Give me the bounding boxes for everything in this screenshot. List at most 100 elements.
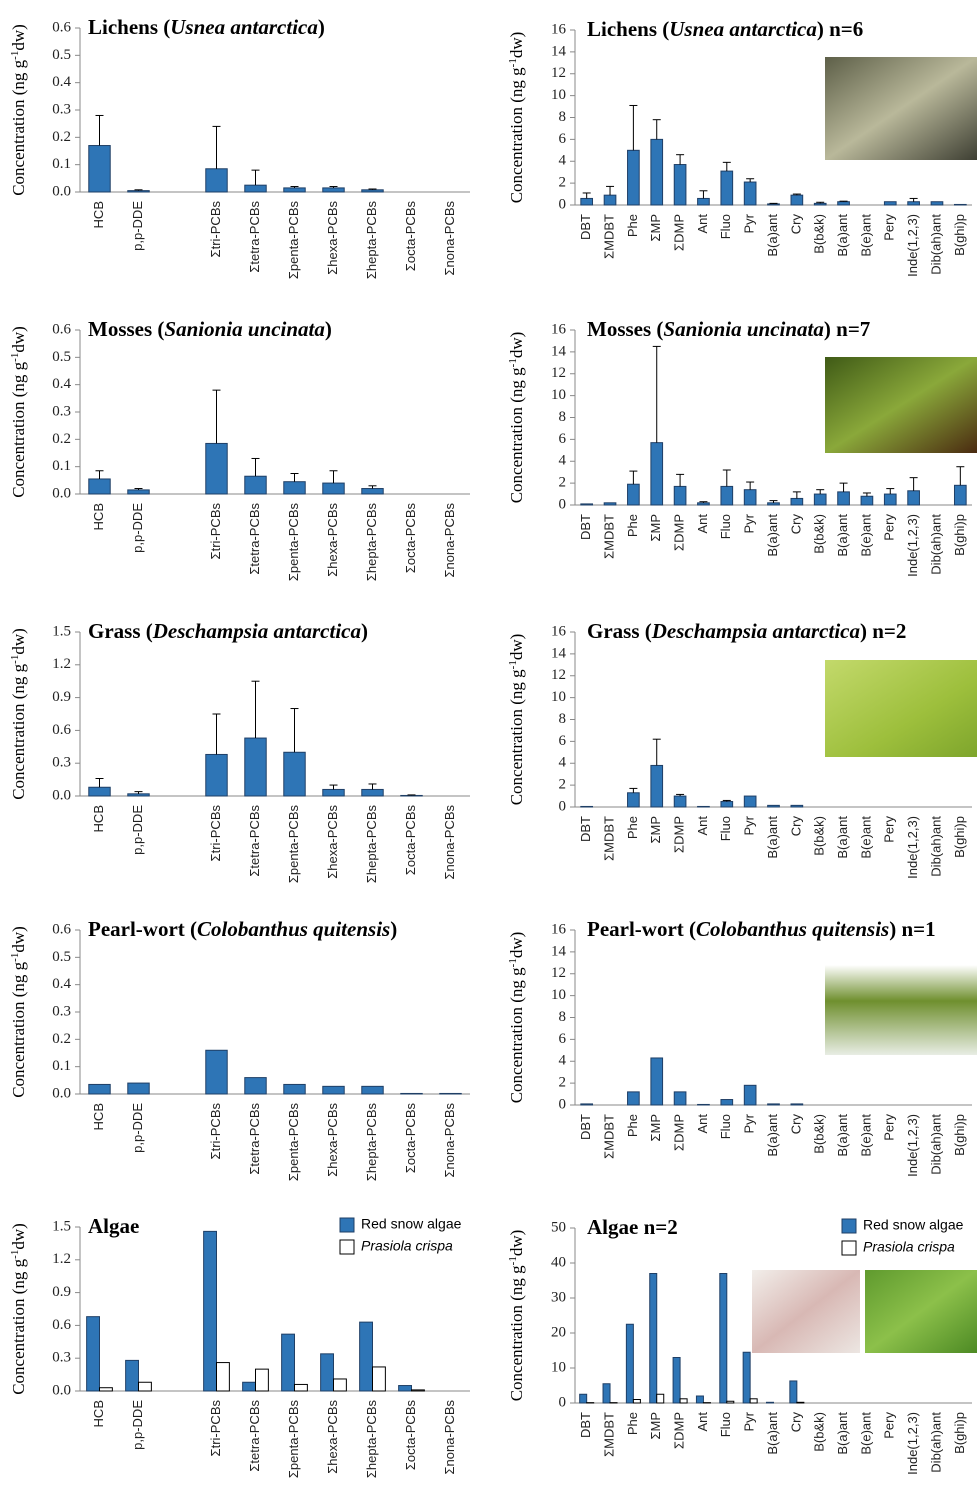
- x-tick-label: Fluo: [718, 1412, 733, 1437]
- y-tick-label: 8: [559, 1009, 567, 1025]
- bar: [628, 150, 640, 205]
- x-tick-label: ΣMDBT: [601, 816, 616, 861]
- x-tick-label: B(e)ant: [858, 816, 873, 859]
- chart-title-part: Colobanthus quitensis: [197, 917, 390, 941]
- y-tick-label: 0.2: [52, 431, 71, 447]
- y-axis-label-part: Concentration (ng g: [507, 367, 526, 503]
- y-axis-label-part: Concentration (ng g: [9, 961, 28, 1097]
- chart-title-part: Pearl-wort (: [88, 917, 197, 941]
- y-tick-label: 10: [551, 87, 566, 103]
- x-tick-label: Σnona-PCBs: [442, 1103, 457, 1178]
- bar: [721, 1100, 733, 1105]
- x-tick-label: Σhexa-PCBs: [325, 503, 340, 577]
- bar: [89, 146, 110, 192]
- x-tick-label: ΣMP: [648, 1412, 663, 1440]
- bar: [698, 1104, 710, 1105]
- x-tick-label: HCB: [91, 201, 106, 228]
- chart-title-part: ) n=6: [817, 17, 863, 41]
- x-tick-label: Σocta-PCBs: [403, 805, 418, 876]
- bar: [814, 494, 826, 505]
- x-tick-label: ΣDMP: [672, 816, 687, 853]
- bar: [696, 1396, 703, 1403]
- bar: [362, 789, 383, 796]
- x-tick-label: ΣMP: [648, 514, 663, 542]
- bar: [884, 202, 896, 205]
- bar: [360, 1322, 373, 1391]
- x-tick-label: Σtetra-PCBs: [247, 503, 262, 575]
- y-axis-label-part: Concentration (ng g: [9, 663, 28, 799]
- bar: [581, 504, 593, 505]
- x-tick-label: Pery: [882, 1412, 897, 1439]
- bar: [245, 1078, 266, 1094]
- x-tick-label: DBT: [578, 1114, 593, 1140]
- x-tick-label: Σhexa-PCBs: [325, 1103, 340, 1177]
- y-tick-label: 1.5: [52, 1218, 71, 1234]
- y-tick-label: 0: [559, 798, 567, 814]
- y-axis-label-part: Concentration (ng g: [507, 967, 526, 1103]
- x-tick-label: Dib(ah)ant: [928, 214, 943, 275]
- bar: [206, 443, 227, 494]
- y-axis-label-part: Concentration (ng g: [9, 1258, 28, 1394]
- y-tick-label: 0.0: [52, 1085, 71, 1101]
- y-axis-label-part: dw): [9, 326, 28, 352]
- bar: [128, 1083, 149, 1094]
- x-tick-label: B(ghi)p: [952, 816, 967, 858]
- y-tick-label: 4: [559, 453, 567, 469]
- y-axis-label: Concentration (ng g-1dw): [507, 932, 526, 1104]
- x-tick-label: Σtetra-PCBs: [247, 201, 262, 273]
- chart-title-part: Usnea antarctica: [669, 17, 817, 41]
- legend-swatch: [340, 1218, 354, 1232]
- y-tick-label: 0.3: [52, 101, 71, 117]
- chart-title-part: Grass (: [587, 619, 652, 643]
- x-tick-label: Fluo: [718, 514, 733, 539]
- y-tick-label: 6: [559, 431, 567, 447]
- chart-title-part: Colobanthus quitensis: [696, 917, 889, 941]
- y-tick-label: 6: [559, 733, 567, 749]
- x-tick-label: Dib(ah)ant: [928, 1114, 943, 1175]
- bar: [750, 1399, 757, 1403]
- x-tick-label: HCB: [91, 1103, 106, 1130]
- bar: [744, 796, 756, 807]
- y-tick-label: 16: [551, 321, 567, 337]
- y-tick-label: 8: [559, 409, 567, 425]
- chart-title-part: Algae n=2: [587, 1215, 678, 1239]
- chart-title: Mosses (Sanionia uncinata) n=7: [587, 317, 870, 341]
- bar: [651, 1058, 663, 1105]
- bar: [206, 754, 227, 796]
- bar: [401, 1093, 422, 1094]
- y-axis-label-part: Concentration (ng g: [9, 59, 28, 195]
- x-tick-label: B(a)ant: [835, 214, 850, 257]
- bar: [744, 1085, 756, 1105]
- y-tick-label: 1.5: [52, 623, 71, 639]
- bar: [87, 1317, 100, 1391]
- x-tick-label: B(e)ant: [858, 514, 873, 557]
- x-tick-label: B(b&k): [812, 214, 827, 254]
- bar: [768, 805, 780, 807]
- x-tick-label: Cry: [788, 816, 803, 837]
- chart-title: Lichens (Usnea antarctica) n=6: [587, 17, 863, 41]
- bar: [604, 195, 616, 205]
- bar: [399, 1386, 412, 1391]
- y-tick-label: 50: [551, 1219, 566, 1235]
- x-tick-label: Σpenta-PCBs: [286, 201, 301, 280]
- x-tick-label: Σhepta-PCBs: [364, 503, 379, 582]
- bar: [651, 443, 663, 505]
- y-axis-label-part: Concentration (ng g: [507, 1265, 526, 1401]
- y-axis-label-part: dw): [9, 926, 28, 952]
- x-tick-label: B(e)ant: [858, 214, 873, 257]
- x-tick-label: Pyr: [742, 513, 757, 533]
- chart-title-part: Lichens (: [587, 17, 669, 41]
- x-tick-label: B(a)ant: [765, 214, 780, 257]
- y-tick-label: 2: [559, 1075, 567, 1091]
- x-tick-label: ΣDMP: [672, 1114, 687, 1151]
- bar: [243, 1382, 256, 1391]
- x-tick-label: Σtetra-PCBs: [247, 1103, 262, 1175]
- x-tick-label: Σocta-PCBs: [403, 1400, 418, 1471]
- x-tick-label: HCB: [91, 503, 106, 530]
- x-tick-label: B(a)ant: [835, 1114, 850, 1157]
- x-tick-label: Pery: [882, 1114, 897, 1141]
- bar: [580, 1394, 587, 1403]
- bar: [401, 795, 422, 796]
- bar: [931, 202, 943, 205]
- x-tick-label: Inde(1,2,3): [905, 214, 920, 277]
